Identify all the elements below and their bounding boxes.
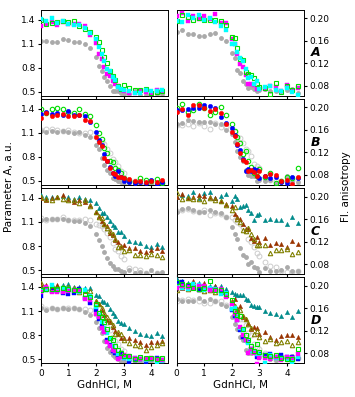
Text: A: A bbox=[311, 46, 320, 60]
Text: B: B bbox=[311, 135, 320, 148]
Text: GdnHCl, M: GdnHCl, M bbox=[77, 380, 132, 390]
Text: Fl. anisotropy: Fl. anisotropy bbox=[341, 151, 351, 222]
Text: C: C bbox=[311, 225, 320, 238]
Text: D: D bbox=[311, 314, 321, 327]
Text: Parameter A, a.u.: Parameter A, a.u. bbox=[4, 141, 14, 232]
Text: GdnHCl, M: GdnHCl, M bbox=[213, 380, 268, 390]
